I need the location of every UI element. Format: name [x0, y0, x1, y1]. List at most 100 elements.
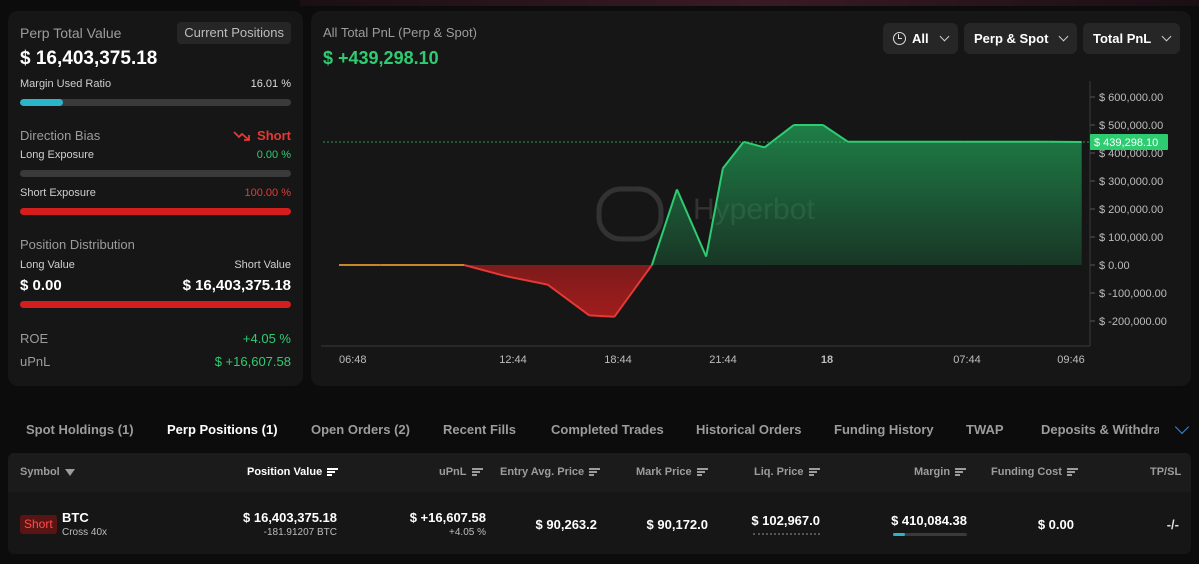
margin-used-bar-fill [20, 99, 64, 106]
pnl-line-segment [613, 264, 653, 318]
mark-price: $ 90,172.0 [646, 517, 708, 532]
column-header-upnl[interactable]: uPnL [439, 466, 483, 478]
scope-value: Perp & Spot [974, 31, 1049, 46]
position-distribution-label: Position Distribution [20, 237, 135, 252]
time-range-dropdown[interactable]: All [883, 23, 958, 54]
pnl-line-segment [743, 140, 765, 149]
pnl-line-segment [676, 189, 708, 257]
time-range-value: All [912, 31, 929, 46]
long-value-label: Long Value [20, 259, 75, 271]
perp-summary-panel: Perp Total Value Current Positions $ 16,… [8, 11, 303, 386]
tab-twap[interactable]: TWAP [966, 422, 1004, 437]
entry-price: $ 90,263.2 [535, 517, 597, 532]
column-header-margin[interactable]: Margin [914, 466, 967, 478]
position-distribution-bar [20, 301, 291, 308]
column-header-liq-price[interactable]: Liq. Price [754, 466, 820, 478]
sort-icon[interactable] [327, 468, 339, 476]
x-tick-label: 09:46 [1057, 354, 1085, 366]
tab-historical-orders[interactable]: Historical Orders [696, 422, 802, 437]
top-glow [300, 0, 1199, 6]
short-value-label: Short Value [234, 259, 291, 271]
long-value: $ 0.00 [20, 277, 62, 294]
y-tick-label: $ -200,000.00 [1099, 316, 1167, 328]
column-header-funding-cost[interactable]: Funding Cost [991, 466, 1078, 478]
sort-icon[interactable] [955, 468, 967, 476]
tab-open-orders[interactable]: Open Orders (2) [311, 422, 410, 437]
pnl-line-segment [763, 124, 795, 149]
funding-cost: $ 0.00 [1037, 517, 1074, 532]
pnl-line-segment [505, 275, 548, 286]
table-row[interactable]: Short BTC Cross 40x $ 16,403,375.18 -181… [8, 494, 1191, 554]
column-header-symbol[interactable]: Symbol [20, 466, 75, 478]
trend-down-icon [233, 130, 250, 141]
bottom-tabs: Spot Holdings (1) Perp Positions (1) Ope… [8, 410, 1191, 450]
margin-used-value: 16.01 % [250, 78, 291, 90]
long-exposure-label: Long Exposure [20, 149, 94, 161]
symbol-name[interactable]: BTC [62, 510, 89, 525]
pnl-line-segment [589, 314, 615, 318]
tpsl-value[interactable]: -/- [1166, 517, 1179, 532]
sort-icon[interactable] [808, 468, 820, 476]
margin-used-bar [20, 99, 291, 106]
filter-icon[interactable] [64, 468, 75, 476]
pnl-area-negative [339, 265, 1082, 317]
chevron-down-icon [939, 31, 950, 42]
x-tick-label: 18:44 [604, 354, 632, 366]
column-header-tpsl: TP/SL [1150, 466, 1182, 478]
pnl-line-segment [547, 283, 590, 317]
upnl-value: $ +16,607.58 [214, 354, 291, 369]
y-tick-label: $ 200,000.00 [1099, 204, 1163, 216]
y-tick-label: $ 400,000.00 [1099, 148, 1163, 160]
x-tick-label: 06:48 [339, 354, 367, 366]
position-value: $ 16,403,375.18 [243, 510, 337, 525]
pnl-line-segment [463, 264, 507, 278]
y-tick-label: $ -100,000.00 [1099, 288, 1167, 300]
current-value-label: $ 439,298.10 [1094, 137, 1158, 149]
chevron-down-icon [1161, 31, 1172, 42]
positions-table: Symbol Position Value uPnL Entry Avg. Pr… [8, 453, 1191, 554]
tab-funding-history[interactable]: Funding History [834, 422, 934, 437]
y-tick-label: $ 500,000.00 [1099, 120, 1163, 132]
tab-recent-fills[interactable]: Recent Fills [443, 422, 516, 437]
short-exposure-bar [20, 208, 291, 215]
scope-dropdown[interactable]: Perp & Spot [964, 23, 1078, 54]
pnl-chart: Hyperbot$ 600,000.00$ 500,000.00$ 400,00… [321, 81, 1168, 366]
margin-cell: $ 410,084.38 [891, 513, 967, 528]
metric-dropdown[interactable]: Total PnL [1083, 23, 1181, 54]
direction-bias-value: Short [257, 128, 291, 143]
sort-icon[interactable] [471, 468, 483, 476]
tab-perp-positions[interactable]: Perp Positions (1) [167, 422, 278, 437]
column-header-position-value[interactable]: Position Value [247, 466, 339, 478]
leverage: Cross 40x [62, 527, 108, 538]
tab-deposits-withdraw[interactable]: Deposits & Withdraw [1041, 422, 1159, 437]
column-header-entry-avg-price[interactable]: Entry Avg. Price [500, 466, 601, 478]
side-badge: Short [20, 515, 57, 534]
roe-label: ROE [20, 331, 49, 346]
upnl-pct: +4.05 % [449, 527, 486, 538]
current-positions-button[interactable]: Current Positions [177, 22, 291, 44]
tab-completed-trades[interactable]: Completed Trades [551, 422, 664, 437]
y-tick-label: $ 100,000.00 [1099, 232, 1163, 244]
perp-total-value: $ 16,403,375.18 [20, 48, 158, 69]
liq-price: $ 102,967.0 [751, 513, 820, 528]
chevron-down-icon[interactable] [1174, 419, 1190, 435]
current-value-badge [1090, 133, 1168, 150]
tab-spot-holdings[interactable]: Spot Holdings (1) [26, 422, 134, 437]
short-exposure-label: Short Exposure [20, 187, 96, 199]
sort-icon[interactable] [1066, 468, 1078, 476]
column-header-mark-price[interactable]: Mark Price [636, 466, 708, 478]
long-exposure-bar [20, 170, 291, 177]
sort-icon[interactable] [696, 468, 708, 476]
upnl-cell: $ +16,607.58 [409, 510, 486, 525]
pnl-area-positive [339, 125, 1082, 265]
long-exposure-value: 0.00 % [256, 149, 291, 161]
sort-icon[interactable] [589, 468, 601, 476]
liq-distance-indicator [753, 533, 820, 535]
short-exposure-value: 100.00 % [244, 187, 291, 199]
margin-bar-fill [893, 533, 905, 536]
chart-title: All Total PnL (Perp & Spot) [323, 25, 477, 40]
margin-bar [893, 533, 967, 536]
pnl-line-segment [705, 168, 724, 257]
direction-bias: Short [233, 128, 291, 143]
pnl-line-segment [822, 124, 849, 143]
